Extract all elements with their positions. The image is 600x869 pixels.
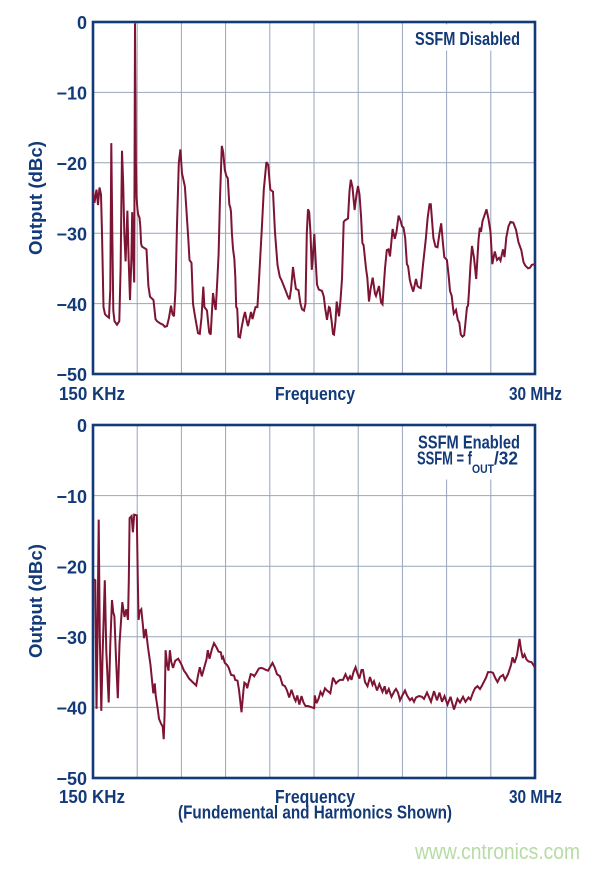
- svg-text:0: 0: [77, 13, 87, 33]
- svg-text:Frequency: Frequency: [275, 384, 355, 404]
- svg-text:(Fundemental and Harmonics Sho: (Fundemental and Harmonics Shown): [178, 803, 452, 823]
- svg-text:30 MHz: 30 MHz: [509, 787, 562, 807]
- svg-text:−30: −30: [56, 224, 87, 244]
- svg-text:SSFM = fOUT/32: SSFM = fOUT/32: [417, 449, 518, 477]
- svg-text:0: 0: [77, 416, 87, 436]
- svg-text:−50: −50: [56, 769, 87, 789]
- svg-text:Frequency: Frequency: [275, 787, 355, 807]
- svg-text:−10: −10: [56, 84, 87, 104]
- svg-text:−20: −20: [56, 557, 87, 577]
- svg-text:−40: −40: [56, 295, 87, 315]
- svg-text:SSFM Disabled: SSFM Disabled: [415, 29, 520, 49]
- svg-text:SSFM Enabled: SSFM Enabled: [418, 433, 520, 453]
- svg-text:Output (dBc): Output (dBc): [26, 544, 46, 658]
- svg-text:−10: −10: [56, 487, 87, 507]
- svg-text:www.cntronics.com: www.cntronics.com: [414, 839, 580, 864]
- svg-text:−40: −40: [56, 699, 87, 719]
- svg-text:−30: −30: [56, 628, 87, 648]
- svg-text:150 KHz: 150 KHz: [59, 787, 125, 807]
- svg-text:−20: −20: [56, 154, 87, 174]
- svg-text:150 KHz: 150 KHz: [59, 384, 125, 404]
- svg-text:−50: −50: [56, 365, 87, 385]
- svg-text:Output (dBc): Output (dBc): [26, 141, 46, 255]
- svg-text:30 MHz: 30 MHz: [509, 384, 562, 404]
